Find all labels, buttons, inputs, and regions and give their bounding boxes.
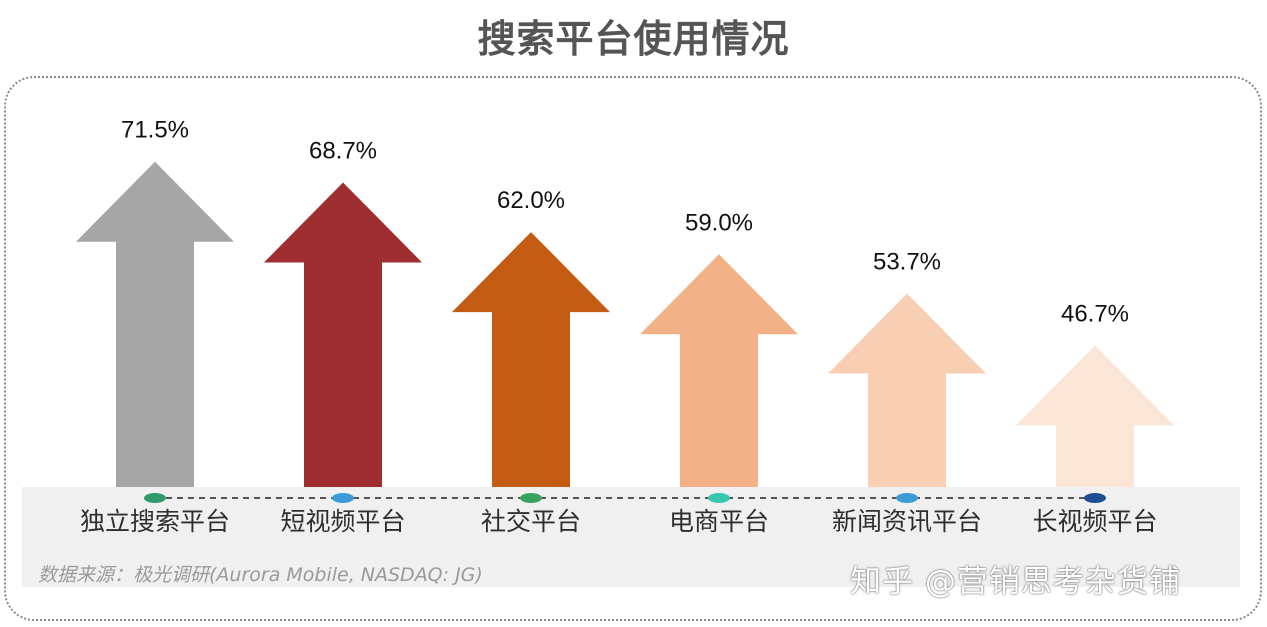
arrow-bar-1 bbox=[76, 161, 234, 487]
watermark: 知乎 @营销思考杂货铺 bbox=[850, 564, 1181, 600]
value-label-2: 68.7% bbox=[309, 137, 377, 164]
category-label-2: 短视频平台 bbox=[280, 507, 405, 536]
arrow-bar-4 bbox=[640, 254, 798, 487]
arrow-bar-3 bbox=[452, 232, 610, 487]
arrow-bar-6 bbox=[1016, 345, 1174, 487]
timeline-marker-2 bbox=[332, 493, 354, 503]
timeline-marker-1 bbox=[144, 493, 166, 503]
category-band bbox=[22, 487, 1240, 587]
timeline-marker-3 bbox=[520, 493, 542, 503]
value-label-1: 71.5% bbox=[121, 117, 189, 144]
value-label-4: 59.0% bbox=[685, 209, 753, 236]
chart-title: 搜索平台使用情况 bbox=[477, 17, 790, 61]
timeline-marker-5 bbox=[896, 493, 918, 503]
timeline-marker-6 bbox=[1084, 493, 1106, 503]
value-label-5: 53.7% bbox=[873, 249, 941, 276]
category-label-6: 长视频平台 bbox=[1032, 507, 1157, 536]
category-label-3: 社交平台 bbox=[481, 507, 581, 536]
value-label-6: 46.7% bbox=[1061, 300, 1129, 327]
chart-frame bbox=[4, 76, 1262, 621]
value-label-3: 62.0% bbox=[497, 187, 565, 214]
arrow-bar-2 bbox=[264, 182, 422, 488]
timeline-marker-4 bbox=[708, 493, 730, 503]
arrow-bar-5 bbox=[828, 293, 986, 487]
category-label-1: 独立搜索平台 bbox=[80, 507, 230, 536]
source-note: 数据来源：极光调研(Aurora Mobile, NASDAQ: JG) bbox=[38, 564, 483, 586]
category-label-5: 新闻资讯平台 bbox=[832, 507, 982, 536]
category-label-4: 电商平台 bbox=[669, 507, 769, 536]
